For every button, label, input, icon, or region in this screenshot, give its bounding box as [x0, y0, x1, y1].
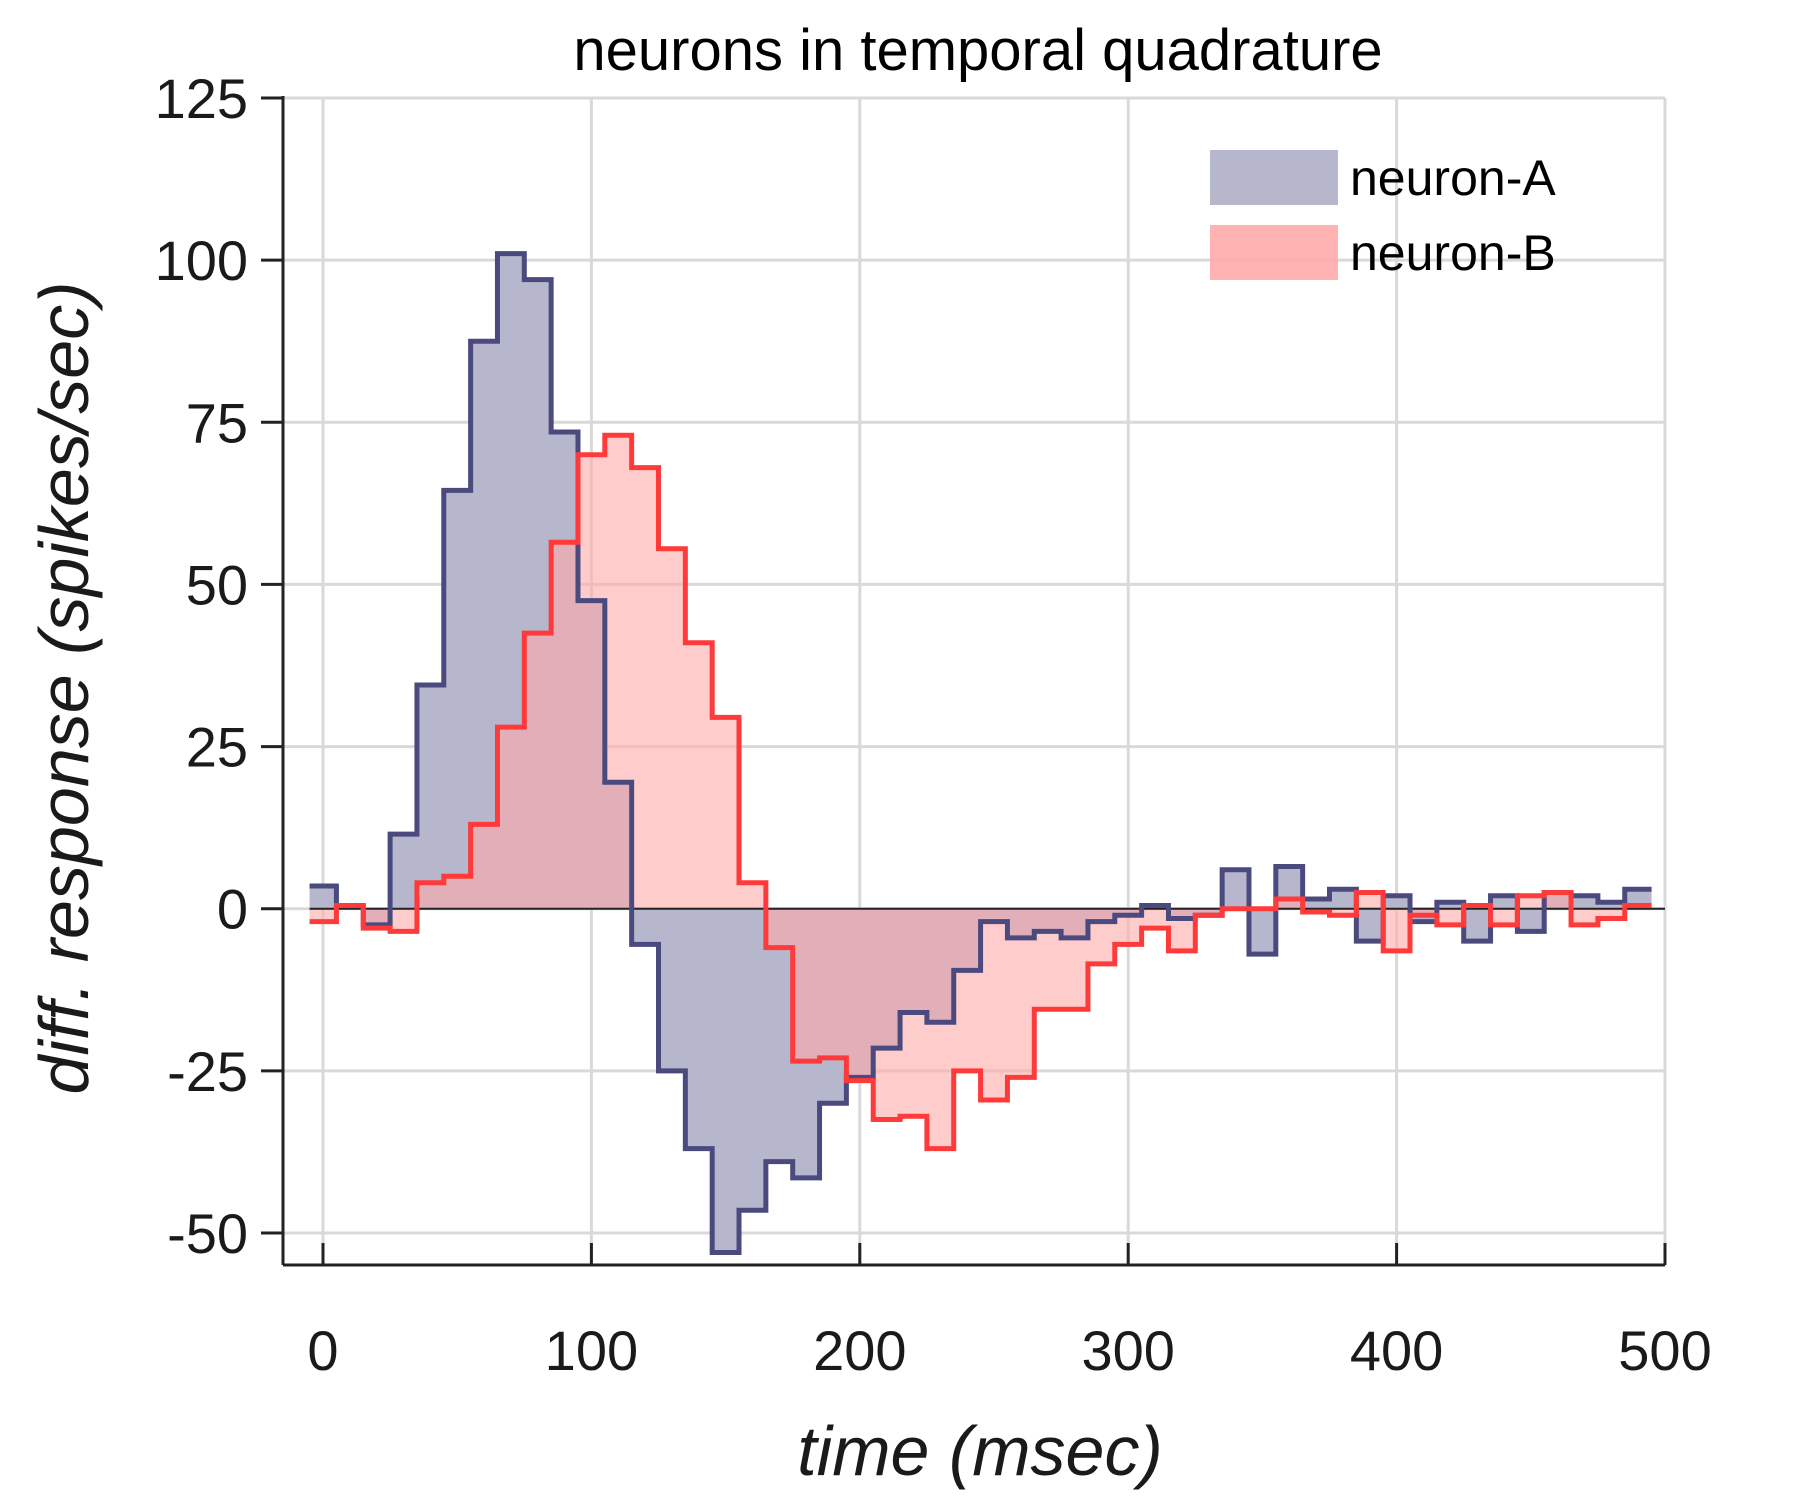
y-tick-label: 0 — [217, 878, 248, 941]
y-axis-label: diff. response (spikes/sec) — [25, 281, 103, 1094]
legend-swatch-neuron-B — [1210, 225, 1338, 280]
y-tick-label: 75 — [186, 391, 248, 454]
series-lines — [309, 251, 1665, 1255]
legend-label-neuron-B: neuron-B — [1350, 225, 1556, 281]
x-tick-label: 0 — [307, 1319, 338, 1382]
y-tick-label: -25 — [167, 1040, 248, 1103]
legend-label-neuron-A: neuron-A — [1350, 150, 1556, 206]
x-tick-label: 500 — [1618, 1319, 1711, 1382]
axes: 125 100 75 50 25 0 -25 -50 0 100 200 300 400 500 — [155, 67, 1712, 1382]
y-tick-label: 50 — [186, 553, 248, 616]
x-tick-label: 200 — [813, 1319, 906, 1382]
chart-title: neurons in temporal quadrature — [573, 18, 1382, 83]
y-tick-label: -50 — [167, 1202, 248, 1265]
x-tick-label: 300 — [1081, 1319, 1174, 1382]
series-fills — [309, 253, 1652, 1253]
series-line-neuron-A — [309, 251, 1652, 1255]
x-tick-label: 400 — [1350, 1319, 1443, 1382]
y-tick-label: 125 — [155, 67, 248, 130]
x-axis-label: time (msec) — [797, 1412, 1163, 1490]
y-tick-label: 25 — [186, 716, 248, 779]
legend-swatch-neuron-A — [1210, 150, 1338, 205]
legend: neuron-A neuron-B — [1210, 150, 1556, 281]
x-tick-label: 100 — [545, 1319, 638, 1382]
series-fill-neuron-B — [309, 435, 1652, 1149]
series-line-neuron-B — [309, 432, 1652, 1152]
y-tick-label: 100 — [155, 229, 248, 292]
